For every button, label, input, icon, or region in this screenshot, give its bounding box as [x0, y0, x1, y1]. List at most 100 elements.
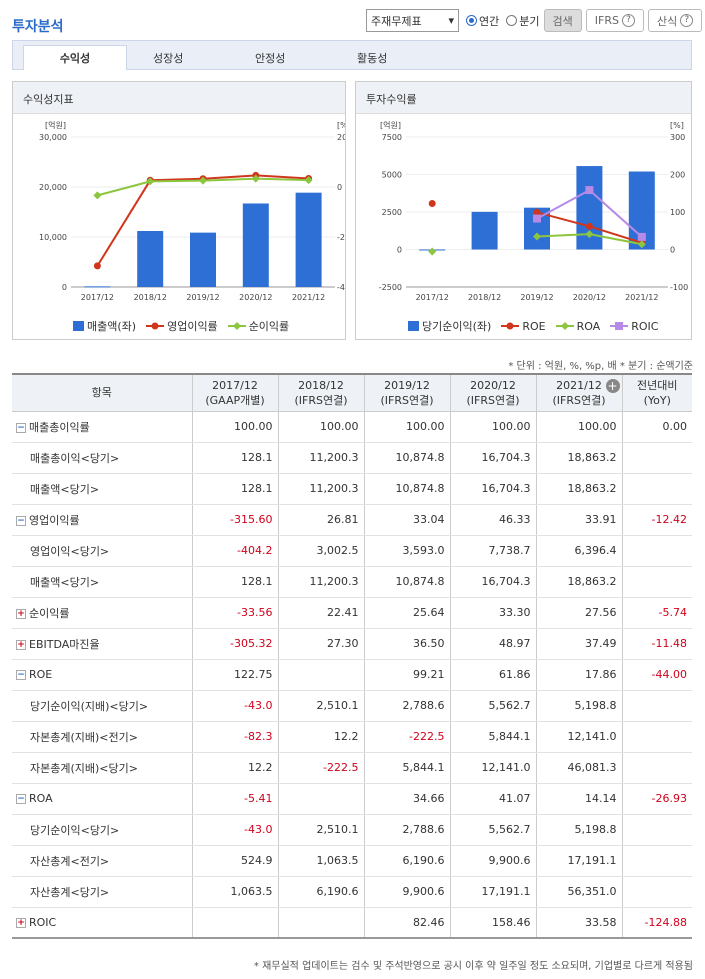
legend-label: ROA: [576, 319, 601, 333]
add-column-icon[interactable]: +: [605, 379, 620, 393]
row-label: 자본총계(지배)<당기>: [12, 752, 192, 784]
series-line-segment: [589, 233, 642, 246]
column-header: 항목: [12, 373, 192, 412]
legend-item: ROA: [555, 318, 601, 334]
expand-icon[interactable]: +: [16, 917, 26, 928]
legend-label: 매출액(좌): [87, 320, 137, 333]
row-label-text: ROA: [29, 792, 53, 805]
row-label: 자산총계<당기>: [12, 876, 192, 908]
radio-annual[interactable]: 연간: [466, 13, 499, 29]
table-cell: 6,190.6: [277, 876, 364, 908]
y-tick-right: 200: [670, 171, 685, 180]
table-cell: 56,351.0: [535, 876, 622, 908]
row-label[interactable]: − 매출총이익률: [12, 411, 192, 443]
series-line-segment: [150, 179, 204, 183]
table-cell: [277, 659, 364, 691]
row-label[interactable]: + ROIC: [12, 907, 192, 939]
legend-line-swatch-green: [227, 322, 246, 330]
table-cell: 2,510.1: [277, 690, 364, 722]
y-tick-right: 100: [670, 208, 685, 217]
column-header-line: 2021/12: [556, 378, 602, 392]
table-cell: -315.60: [191, 504, 278, 536]
series-line-segment: [97, 180, 151, 197]
row-label-text: 매출총이익률: [29, 420, 90, 434]
row-label: 매출액<당기>: [12, 566, 192, 598]
y-tick-left: 20,000: [39, 183, 67, 192]
chart2-legend: 당기순이익(좌) ROE ROA ROIC: [408, 318, 658, 334]
collapse-icon[interactable]: −: [16, 670, 26, 680]
table-cell: -43.0: [191, 690, 278, 722]
radio-checked-icon: [466, 15, 477, 26]
row-label-text: ROE: [29, 668, 53, 681]
series-point: [585, 230, 594, 239]
series-line-segment: [536, 189, 590, 220]
ifrs-button[interactable]: IFRS?: [585, 9, 644, 32]
table-cell: 10,874.8: [363, 566, 450, 598]
tab-profitability[interactable]: 수익성: [23, 45, 127, 70]
collapse-icon[interactable]: −: [16, 422, 26, 433]
series-point: [146, 177, 155, 186]
table-row: 매출액<당기> 128.1 11,200.3 10,874.8 16,704.3 18,8…: [12, 566, 692, 598]
expand-icon[interactable]: +: [16, 639, 26, 650]
y-tick-right: -400: [337, 283, 345, 292]
table-cell: 26.81: [277, 504, 364, 536]
table-cell: [621, 814, 692, 846]
statement-select[interactable]: 주재무제표 ▾: [366, 9, 459, 32]
ifrs-button-label: IFRS: [594, 14, 619, 27]
row-label-text: 순이익률: [29, 606, 70, 620]
row-label: 영업이익<당기>: [12, 535, 192, 567]
table-cell: 9,900.6: [449, 845, 536, 877]
collapse-icon[interactable]: −: [16, 794, 26, 804]
legend-bar-swatch: [408, 321, 419, 331]
radio-quarter[interactable]: 분기: [506, 13, 540, 29]
tab-growth[interactable]: 성장성: [153, 52, 184, 65]
row-label[interactable]: − 영업이익률: [12, 504, 192, 536]
table-cell: 100.00: [535, 411, 622, 443]
y-tick-left: 30,000: [39, 133, 67, 142]
search-button[interactable]: 검색: [543, 9, 582, 32]
table-cell: 128.1: [191, 473, 278, 505]
table-row: 당기순이익<당기> -43.0 2,510.1 2,788.6 5,562.7 5,198…: [12, 814, 692, 846]
row-label[interactable]: + EBITDA마진율: [12, 628, 192, 660]
table-cell: 18,863.2: [535, 473, 622, 505]
table-cell: -11.48: [621, 628, 692, 660]
x-tick-label: 2021/12: [292, 293, 325, 302]
row-label-text: 영업이익<당기>: [30, 544, 110, 558]
table-cell: [621, 566, 692, 598]
toolbar: 주재무제표 ▾ 연간 분기 검색 IFRS? 산식?: [366, 9, 703, 32]
table-cell: [621, 845, 692, 877]
table-cell: 128.1: [191, 442, 278, 474]
table-cell: 7,738.7: [449, 535, 536, 567]
table-cell: 41.07: [449, 783, 536, 815]
y-tick-left: 0: [62, 283, 67, 292]
chart1-title: 수익성지표: [13, 82, 345, 114]
tab-activity[interactable]: 활동성: [357, 52, 388, 65]
legend-label: 순이익률: [248, 320, 290, 333]
table-cell: [621, 690, 692, 722]
series-point: [251, 174, 260, 183]
collapse-icon[interactable]: −: [16, 515, 26, 526]
row-label-text: 자본총계(지배)<전기>: [30, 730, 138, 744]
x-tick-label: 2019/12: [520, 293, 553, 302]
row-label[interactable]: − ROA: [12, 783, 192, 815]
chart2-title: 투자수익률: [356, 82, 691, 114]
expand-icon[interactable]: +: [16, 608, 26, 619]
tab-stability[interactable]: 안정성: [255, 52, 286, 65]
legend-bar-swatch: [73, 321, 84, 331]
y-tick-left: -2500: [379, 283, 402, 292]
table-cell: 1,063.5: [277, 845, 364, 877]
table-cell: [621, 721, 692, 753]
table-row: − ROA -5.41 34.66 41.07 14.14 -26.93: [12, 783, 692, 815]
legend-label: ROE: [522, 319, 546, 333]
table-cell: 12.2: [277, 721, 364, 753]
table-cell: -404.2: [191, 535, 278, 567]
table-cell: 11,200.3: [277, 442, 364, 474]
table-cell: 100.00: [191, 411, 278, 443]
column-header-line: 전년대비: [637, 378, 678, 392]
row-label[interactable]: − ROE: [12, 659, 192, 691]
calc-button-label: 산식: [656, 14, 678, 28]
row-label-text: 매출액<당기>: [30, 482, 100, 496]
series-point: [533, 208, 541, 216]
row-label[interactable]: + 순이익률: [12, 597, 192, 629]
calc-button[interactable]: 산식?: [647, 9, 703, 32]
